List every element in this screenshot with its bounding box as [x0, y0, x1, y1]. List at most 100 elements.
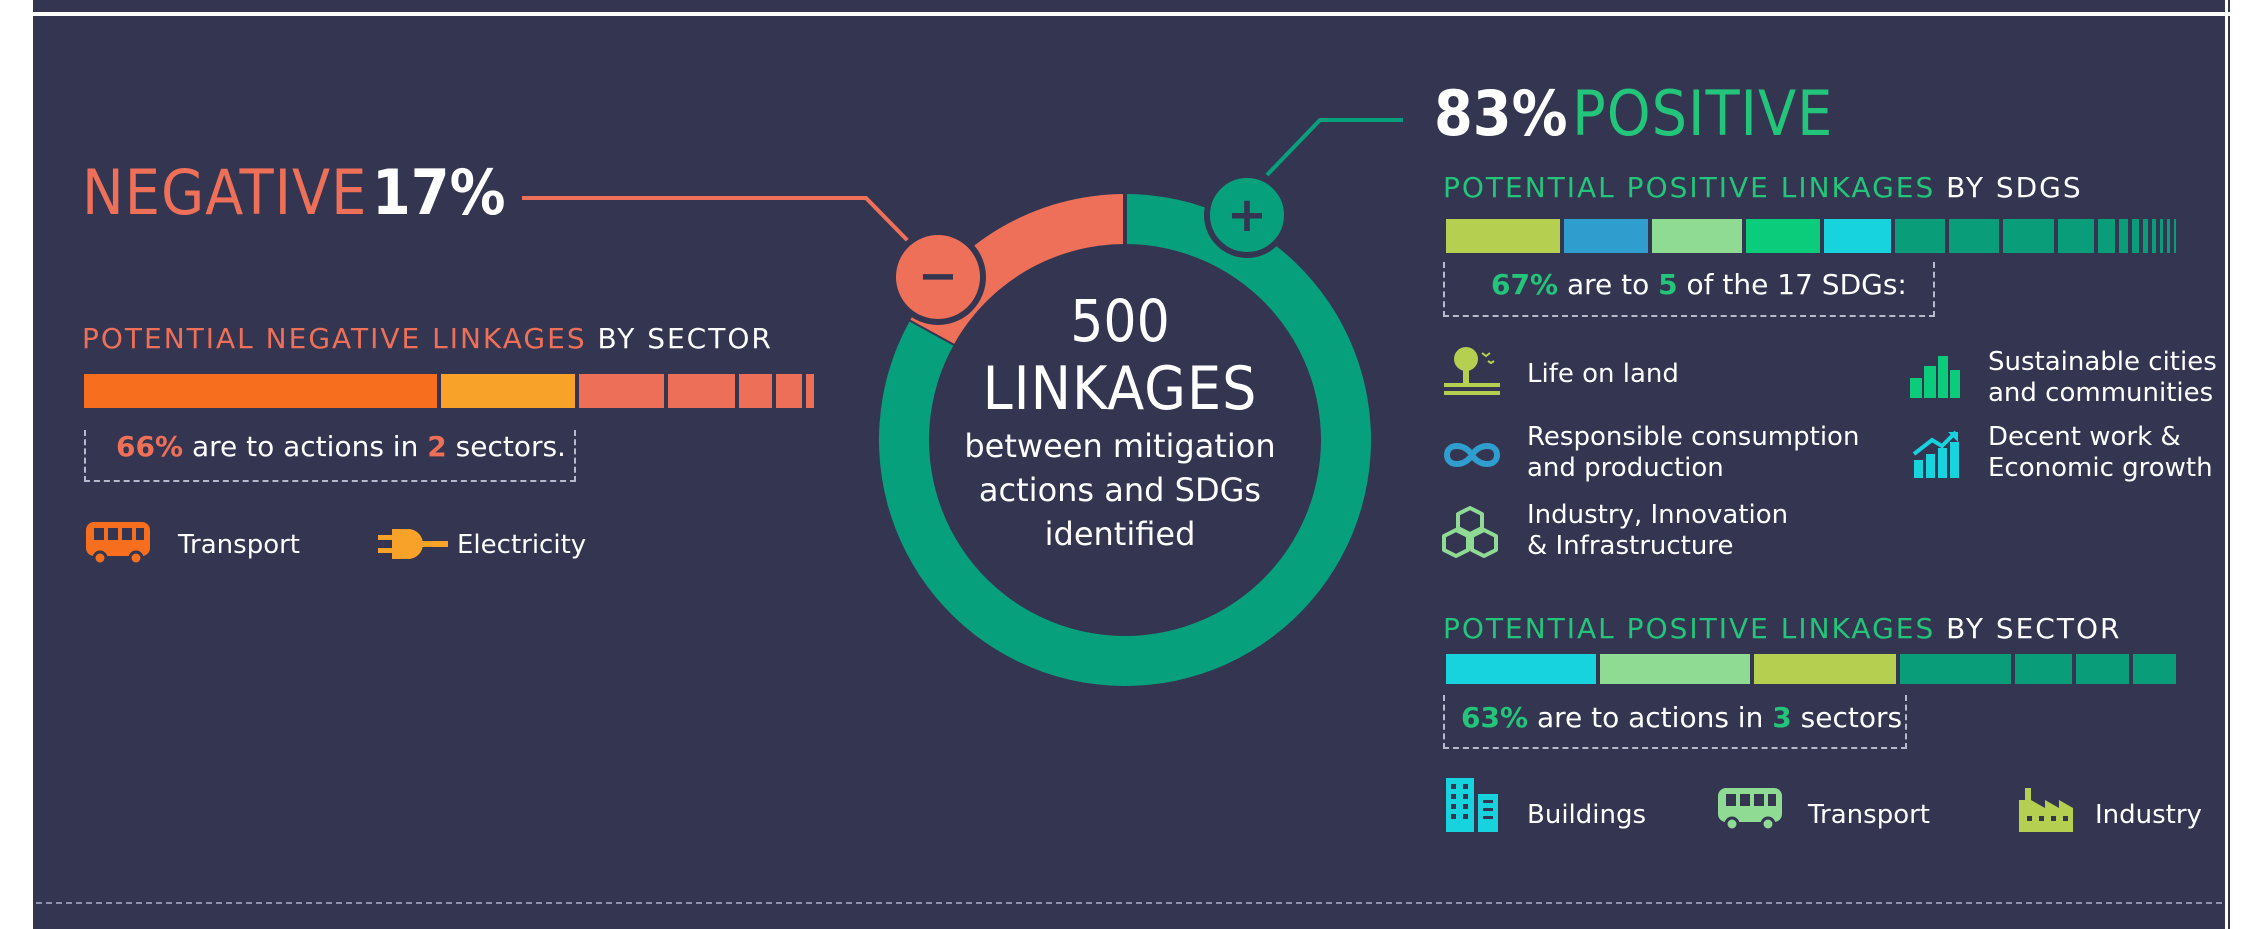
positive-sdg-bar-segment-1	[1446, 219, 1560, 253]
plug-icon	[378, 529, 448, 559]
positive-sector-callout-number: 3	[1772, 701, 1792, 734]
negative-callout-number: 2	[427, 430, 447, 463]
positive-sdg-bar-segment-5	[1823, 219, 1891, 253]
positive-sdg-bar-segment-3	[1651, 219, 1743, 253]
negative-legend-transport: Transport	[178, 530, 301, 560]
negative-connector-line	[522, 196, 914, 247]
sdg-life-on-land-line1: Life on land	[1527, 359, 1679, 389]
sdg-decent-work-line1: Decent work &	[1988, 422, 2181, 452]
positive-legend-transport: Transport	[1808, 800, 1931, 830]
positive-sector-callout-text: are to actions in	[1536, 701, 1764, 734]
sdg-responsible-consumption-line1: Responsible consumption	[1527, 422, 1860, 452]
sdg-sustainable-cities: Sustainable cities and communities	[1988, 347, 2217, 409]
positive-sector-bar-segment-5	[2014, 654, 2072, 684]
negative-legend-electricity: Electricity	[457, 530, 587, 560]
negative-callout-percent: 66%	[116, 430, 184, 463]
negative-sector-bar-segment-1	[84, 374, 437, 408]
sdg-industry-innovation-line1: Industry, Innovation	[1527, 500, 1789, 530]
positive-sector-bar-segment-6	[2075, 654, 2130, 684]
positive-sdg-bar-segment-16	[2167, 219, 2170, 253]
donut-separator-1	[906, 318, 956, 349]
positive-legend-buildings: Buildings	[1527, 800, 1647, 830]
infinity-icon	[1443, 443, 1501, 467]
donut-description-line3: identified	[1044, 515, 1196, 553]
positive-sector-heading-colored: POTENTIAL POSITIVE LINKAGES	[1443, 612, 1936, 645]
negative-sector-bar-segment-2	[441, 374, 576, 408]
sdg-responsible-consumption-line2: and production	[1527, 453, 1724, 483]
positive-sdg-bar-segment-11	[2119, 219, 2129, 253]
positive-sdg-bar-segment-2	[1563, 219, 1648, 253]
sdg-callout-text: are to	[1566, 268, 1650, 301]
negative-word: NEGATIVE	[82, 156, 368, 229]
positive-sector-heading-rest: BY SECTOR	[1946, 612, 2122, 645]
negative-callout-text: are to actions in	[191, 430, 419, 463]
negative-sector-bar-segment-3	[579, 374, 664, 408]
negative-headline: NEGATIVE 17%	[82, 156, 506, 229]
negative-sector-heading-colored: POTENTIAL NEGATIVE LINKAGES	[82, 322, 587, 355]
sdg-sustainable-cities-line1: Sustainable cities	[1988, 347, 2217, 377]
positive-legend-industry: Industry	[2095, 800, 2202, 830]
negative-sector-bar-segment-6	[776, 374, 802, 408]
positive-sdg-bar-segment-4	[1746, 219, 1820, 253]
positive-sdg-bar-segment-9	[2057, 219, 2095, 253]
positive-sdg-bar-segment-7	[1949, 219, 2000, 253]
negative-sector-bar-segment-4	[667, 374, 735, 408]
tree-icon	[1444, 347, 1500, 395]
sdg-callout-end: of the 17 SDGs:	[1686, 268, 1907, 301]
positive-percent: 83%	[1434, 77, 1568, 150]
donut-description-line2: actions and SDGs	[978, 471, 1262, 509]
bus-icon	[86, 522, 150, 566]
sdg-industry-innovation-line2: & Infrastructure	[1527, 531, 1734, 561]
positive-sector-callout-end: sectors	[1800, 701, 1903, 734]
bottom-dashed-divider	[36, 902, 2222, 904]
sdg-callout-percent: 67%	[1491, 268, 1559, 301]
linkages-count: 500	[1070, 287, 1170, 355]
dark-panel	[30, 0, 2230, 929]
building-icon	[1446, 778, 1498, 832]
sdg-sustainable-cities-line2: and communities	[1988, 378, 2214, 408]
positive-sdg-bar-segment-12	[2132, 219, 2139, 253]
positive-sector-bar-segment-4	[1900, 654, 2011, 684]
negative-callout-end: sectors.	[455, 430, 566, 463]
donut-description: between mitigation actions and SDGs iden…	[920, 424, 1320, 556]
minus-badge	[890, 229, 986, 325]
negative-sector-callout: 66% are to actions in 2 sectors.	[84, 430, 576, 482]
positive-sdg-stacked-bar	[1446, 219, 2176, 253]
positive-sdg-heading-rest: BY SDGS	[1946, 171, 2083, 204]
positive-sdg-bar-segment-13	[2142, 219, 2148, 253]
sdg-decent-work-line2: Economic growth	[1988, 453, 2213, 483]
positive-word: POSITIVE	[1572, 77, 1834, 150]
positive-sector-stacked-bar	[1446, 654, 2176, 684]
positive-sdg-heading: POTENTIAL POSITIVE LINKAGES BY SDGS	[1443, 171, 2083, 204]
positive-sector-bar-segment-3	[1753, 654, 1897, 684]
sdg-life-on-land: Life on land	[1527, 359, 1679, 390]
growth-chart-icon	[1912, 430, 1959, 478]
positive-sdg-bar-segment-10	[2098, 219, 2116, 253]
plus-badge	[1204, 172, 1290, 258]
top-border	[30, 0, 2230, 16]
sdg-decent-work: Decent work & Economic growth	[1988, 422, 2213, 484]
bus-icon	[1718, 788, 1782, 832]
linkages-word: LINKAGES	[982, 354, 1258, 424]
positive-sector-callout: 63% are to actions in 3 sectors	[1443, 695, 1907, 749]
negative-sector-heading: POTENTIAL NEGATIVE LINKAGES BY SECTOR	[82, 322, 773, 355]
city-icon	[1910, 356, 1960, 398]
positive-sdg-bar-segment-17	[2173, 219, 2176, 253]
negative-sector-bar-segment-5	[738, 374, 773, 408]
positive-sdg-heading-colored: POTENTIAL POSITIVE LINKAGES	[1443, 171, 1936, 204]
positive-sdg-bar-segment-6	[1894, 219, 1946, 253]
positive-connector-line	[1265, 118, 1403, 177]
negative-percent: 17%	[371, 156, 506, 229]
positive-headline: 83% POSITIVE	[1434, 77, 1833, 150]
negative-sector-bar-segment-7	[805, 374, 814, 408]
donut-description-line1: between mitigation	[964, 427, 1276, 465]
left-border	[30, 0, 33, 929]
sdg-industry-innovation: Industry, Innovation & Infrastructure	[1527, 500, 1788, 562]
positive-sdg-bar-segment-8	[2003, 219, 2054, 253]
positive-sdg-callout: 67% are to 5 of the 17 SDGs:	[1443, 262, 1935, 317]
sdg-callout-number: 5	[1658, 268, 1678, 301]
positive-sdg-bar-segment-15	[2159, 219, 2164, 253]
